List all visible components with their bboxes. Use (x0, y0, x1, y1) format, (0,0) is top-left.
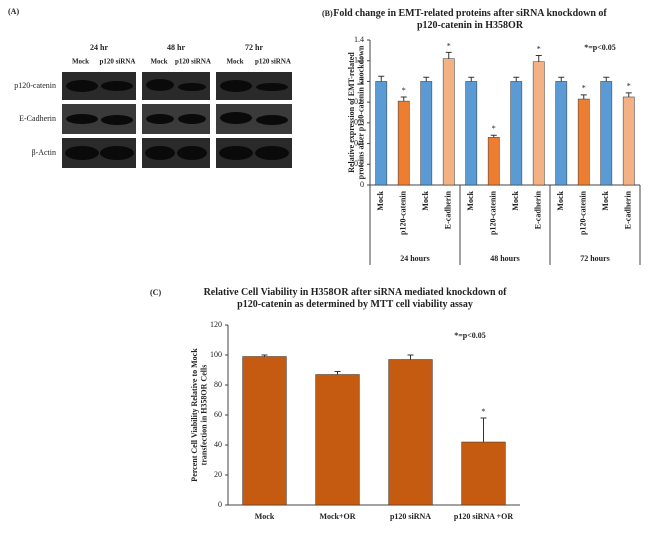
y-tick-label: 0 (360, 180, 364, 189)
error-bar (334, 371, 341, 375)
error-bar (490, 134, 497, 138)
y-tick-label: 20 (214, 470, 222, 479)
bar (465, 81, 478, 186)
x-tick-label: p120-catenin (399, 190, 408, 235)
lane-label: p120 siRNA (100, 58, 136, 66)
y-axis-label: Percent Cell Viability Relative to Mockt… (190, 348, 209, 482)
x-tick-label: Mock (556, 190, 565, 210)
x-tick-label: Mock (376, 190, 385, 210)
bar (555, 81, 568, 186)
y-tick-label: 40 (214, 440, 222, 449)
bar (461, 441, 506, 506)
x-tick-label: Mock (601, 190, 610, 210)
error-bar (558, 76, 565, 82)
y-tick-label: 80 (214, 380, 222, 389)
x-tick-label: E-cadherin (534, 190, 543, 229)
x-tick-label: E-cadherin (624, 190, 633, 229)
y-tick-label: 120 (210, 320, 222, 329)
significance-marker: * (482, 407, 486, 416)
error-bar (407, 354, 414, 360)
lane-label: p120 siRNA (175, 58, 211, 66)
western-blot (62, 72, 292, 168)
time-label: 24 hr (90, 43, 108, 52)
x-tick-label: p120-catenin (489, 190, 498, 235)
error-bar (378, 75, 385, 82)
y-tick-label: 0.6 (354, 118, 364, 127)
y-tick-label: 1 (360, 76, 364, 85)
panel-label: (A) (8, 7, 19, 16)
significance-marker: * (402, 86, 406, 95)
bar (397, 100, 410, 186)
y-tick-label: 0.8 (354, 97, 364, 106)
x-tick-label: p120 siRNA (390, 512, 431, 521)
x-tick-label: p120 siRNA +OR (454, 512, 513, 521)
significance-marker: * (537, 44, 541, 53)
y-tick-label: 0.2 (354, 159, 364, 168)
x-tick-label: Mock (421, 190, 430, 210)
error-bar (423, 76, 430, 82)
group-label: 24 hours (400, 254, 430, 263)
panel-label: (C) (150, 288, 161, 297)
error-bar (625, 92, 632, 97)
x-tick-label: Mock (255, 512, 275, 521)
error-bar (513, 76, 520, 82)
significance-marker: * (492, 124, 496, 133)
bar (510, 81, 523, 186)
lane-label: p120 siRNA (255, 58, 291, 66)
bar (442, 58, 455, 186)
bar (532, 61, 545, 186)
lane-label: Mock (72, 58, 89, 66)
significance-marker: * (447, 41, 451, 50)
x-tick-label: p120-catenin (579, 190, 588, 235)
bar (600, 81, 613, 186)
row-label: p120-catenin (14, 81, 56, 90)
row-label: β-Actin (31, 148, 56, 157)
y-tick-label: 0 (218, 500, 222, 509)
error-bar (580, 94, 587, 100)
lane-label: Mock (150, 58, 167, 66)
x-tick-label: Mock (466, 190, 475, 210)
bar (388, 359, 433, 506)
bar (315, 374, 360, 506)
error-bar (603, 76, 610, 82)
panel-label: (B) (322, 9, 333, 18)
chart-title: Relative Cell Viability in H358OR after … (204, 287, 508, 310)
bar (242, 356, 287, 506)
bar (622, 96, 635, 186)
lane-label: Mock (226, 58, 243, 66)
error-bar (468, 76, 475, 82)
chart-title: Fold change in EMT-related proteins afte… (333, 8, 607, 31)
error-bar (400, 96, 407, 102)
error-bar (535, 55, 542, 62)
error-bar (261, 354, 268, 357)
bar (420, 81, 433, 186)
annotation: *=p<0.05 (584, 43, 616, 52)
bar (577, 98, 590, 186)
group-label: 72 hours (580, 254, 610, 263)
x-tick-label: E-cadherin (444, 190, 453, 229)
error-bar (480, 417, 487, 442)
x-tick-label: Mock+OR (319, 512, 355, 521)
x-tick-label: Mock (511, 190, 520, 210)
time-label: 48 hr (167, 43, 185, 52)
group-label: 48 hours (490, 254, 520, 263)
y-tick-label: 1.4 (354, 35, 364, 44)
annotation: *=p<0.05 (454, 331, 486, 340)
time-label: 72 hr (245, 43, 263, 52)
significance-marker: * (582, 84, 586, 93)
bar (487, 137, 500, 186)
row-label: E-Cadherin (19, 114, 56, 123)
y-tick-label: 60 (214, 410, 222, 419)
y-tick-label: 0.4 (354, 138, 364, 147)
y-tick-label: 100 (210, 350, 222, 359)
y-tick-label: 1.2 (354, 56, 364, 65)
y-axis-label: Relative expression of EMT-relatedprotei… (347, 45, 366, 179)
significance-marker: * (627, 82, 631, 91)
error-bar (445, 51, 452, 59)
bar (375, 81, 388, 186)
